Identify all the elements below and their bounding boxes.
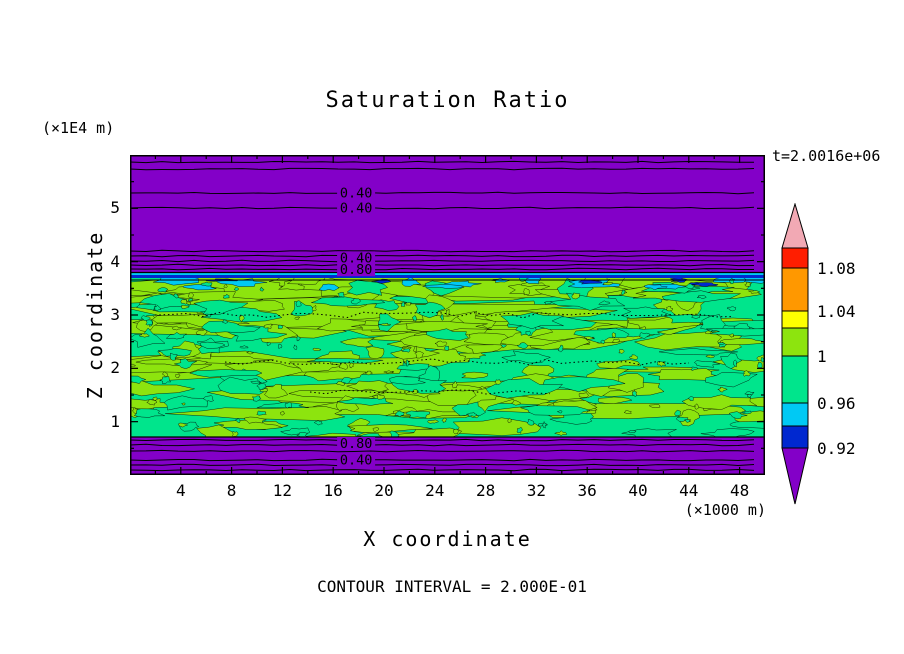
x-tick-label: 24 <box>425 481 445 500</box>
y-tick-label: 5 <box>110 198 120 218</box>
plot-area: 0.40 0.40 0.40 0.80 0.80 0.40 <box>129 155 765 475</box>
colorbar-label: 1.04 <box>817 302 856 321</box>
x-tick-label: 28 <box>475 481 496 500</box>
colorbar-label: 0.96 <box>817 394 856 413</box>
colorbar <box>781 203 809 505</box>
colorbar-label: 1 <box>817 347 827 366</box>
colorbar-label: 1.08 <box>817 259 856 278</box>
svg-text:0.40: 0.40 <box>340 200 373 216</box>
y-tick-label: 4 <box>110 251 120 271</box>
x-tick-label: 20 <box>374 481 394 500</box>
x-tick-label: 32 <box>526 481 547 500</box>
contour-interval-label: CONTOUR INTERVAL = 2.000E-01 <box>317 577 587 596</box>
x-tick-label: 44 <box>679 481 699 500</box>
y-tick-label: 3 <box>110 305 120 324</box>
svg-text:0.80: 0.80 <box>340 262 373 278</box>
y-tick-label: 1 <box>110 411 120 431</box>
colorbar-label: 0.92 <box>817 439 856 458</box>
x-tick-label: 16 <box>323 481 343 500</box>
svg-text:0.40: 0.40 <box>340 185 373 201</box>
x-tick-label: 36 <box>577 481 597 500</box>
x-tick-label: 4 <box>175 481 186 500</box>
time-label: t=2.0016e+06 <box>772 147 881 165</box>
svg-text:0.80: 0.80 <box>340 436 373 452</box>
x-tick-label: 12 <box>272 481 293 500</box>
x-axis-label: X coordinate <box>363 527 532 551</box>
svg-text:0.40: 0.40 <box>340 250 373 266</box>
y-units-label: (×1E4 m) <box>42 119 115 137</box>
x-tick-label: 48 <box>729 481 750 500</box>
svg-text:0.40: 0.40 <box>340 453 373 469</box>
contour-field: 0.400.400.400.800.800.40 <box>129 155 765 475</box>
x-units-label: (×1000 m) <box>684 501 766 519</box>
x-tick-label: 8 <box>226 481 237 500</box>
x-tick-label: 40 <box>628 481 648 500</box>
figure-title: Saturation Ratio <box>325 88 570 113</box>
y-tick-label: 2 <box>110 358 120 378</box>
